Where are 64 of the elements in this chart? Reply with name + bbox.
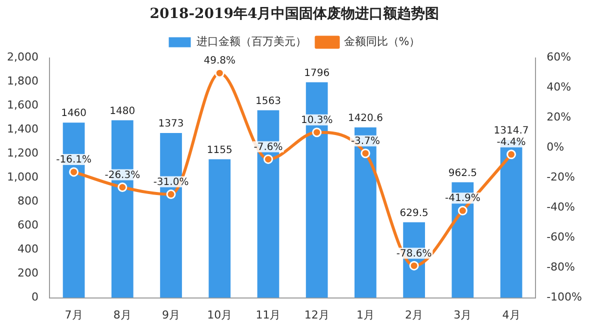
y2-tick-label: -80% — [546, 260, 576, 274]
data-label: 10.3% — [300, 114, 333, 126]
x-tick-label: 3月 — [454, 308, 472, 322]
y-tick-label: 1,600 — [6, 98, 38, 112]
point — [263, 154, 273, 164]
point — [360, 148, 370, 158]
y-tick-label: 600 — [17, 218, 38, 232]
y-tick-label: 800 — [17, 194, 38, 208]
data-label: 49.8% — [204, 56, 236, 67]
data-label: 1460 — [61, 108, 87, 120]
data-label: -78.6% — [396, 248, 432, 260]
y2-tick-label: 0% — [546, 140, 564, 154]
data-label: -16.1% — [56, 154, 92, 166]
data-label: -4.4% — [496, 136, 526, 148]
chart-title: 2018-2019年4月中国固体废物进口额趋势图 — [150, 5, 440, 22]
y-tick-label: 200 — [17, 266, 38, 280]
bar — [208, 159, 231, 298]
point — [118, 182, 128, 192]
y-tick-label: 2,000 — [6, 50, 38, 64]
y2-tick-label: -60% — [546, 230, 576, 244]
point — [506, 150, 516, 160]
y-tick-label: 0 — [31, 290, 38, 304]
legend-label: 金额同比（%） — [344, 35, 420, 48]
point — [214, 68, 224, 78]
y2-tick-label: -100% — [546, 290, 582, 304]
y-tick-label: 1,000 — [6, 170, 38, 184]
data-label: 1480 — [110, 106, 136, 117]
data-label: -3.7% — [350, 136, 380, 147]
y-tick-label: 400 — [17, 242, 38, 256]
y-tick-label: 1,200 — [6, 146, 38, 160]
point — [69, 167, 79, 177]
data-label: -26.3% — [104, 170, 140, 181]
data-label: -7.6% — [254, 142, 283, 153]
point — [409, 260, 419, 270]
point — [166, 190, 176, 200]
y-tick-label: 1,400 — [6, 122, 38, 136]
data-label: 1563 — [256, 96, 281, 107]
data-label: 1420.6 — [348, 112, 383, 124]
x-tick-label: 8月 — [113, 308, 132, 322]
data-label: 629.5 — [400, 208, 428, 219]
y-tick-label: 1,800 — [6, 74, 38, 88]
data-label: 1155 — [206, 144, 232, 156]
y2-tick-label: 60% — [546, 50, 572, 64]
x-tick-label: 11月 — [256, 308, 281, 322]
legend-label: 进口金额（百万美元） — [196, 35, 306, 48]
point — [458, 206, 468, 216]
x-tick-label: 4月 — [502, 308, 520, 322]
data-label: 1314.7 — [494, 126, 529, 137]
x-tick-label: 10月 — [207, 308, 232, 322]
point — [312, 128, 322, 138]
y2-tick-label: 20% — [546, 110, 572, 124]
y2-tick-label: -40% — [546, 200, 576, 214]
x-tick-label: 2月 — [405, 308, 424, 322]
x-tick-label: 12月 — [304, 308, 330, 322]
y2-tick-label: 40% — [546, 80, 572, 94]
data-label: 1796 — [304, 68, 330, 79]
y2-tick-label: -20% — [546, 170, 576, 184]
data-label: 962.5 — [448, 168, 477, 179]
data-label: 1373 — [158, 118, 184, 130]
x-tick-label: 9月 — [162, 308, 180, 322]
x-tick-label: 7月 — [64, 308, 83, 322]
data-label: -41.9% — [444, 193, 480, 204]
x-tick-label: 1月 — [356, 308, 374, 322]
data-label: -31.0% — [153, 176, 189, 188]
